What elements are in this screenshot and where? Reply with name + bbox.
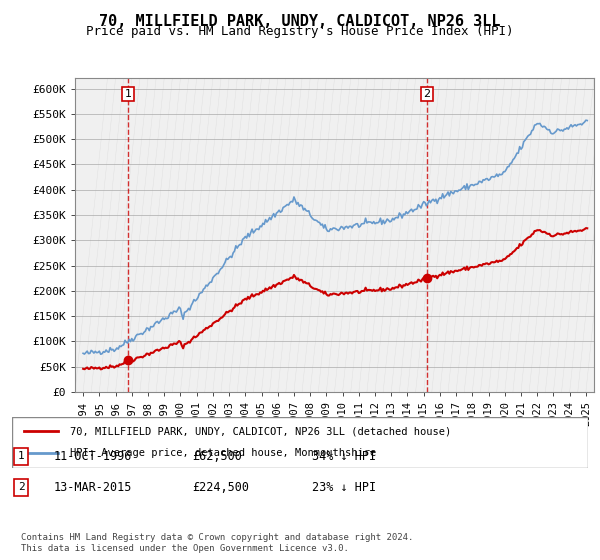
Text: 13-MAR-2015: 13-MAR-2015 [54, 480, 133, 494]
Text: 1: 1 [17, 451, 25, 461]
Text: 11-OCT-1996: 11-OCT-1996 [54, 450, 133, 463]
Text: 70, MILLFIELD PARK, UNDY, CALDICOT, NP26 3LL: 70, MILLFIELD PARK, UNDY, CALDICOT, NP26… [99, 14, 501, 29]
Text: £224,500: £224,500 [192, 480, 249, 494]
FancyBboxPatch shape [12, 417, 588, 468]
Text: 23% ↓ HPI: 23% ↓ HPI [312, 480, 376, 494]
Text: 2: 2 [17, 482, 25, 492]
Text: Contains HM Land Registry data © Crown copyright and database right 2024.
This d: Contains HM Land Registry data © Crown c… [21, 533, 413, 553]
Text: £62,500: £62,500 [192, 450, 242, 463]
Text: 2: 2 [423, 89, 430, 99]
Text: HPI: Average price, detached house, Monmouthshire: HPI: Average price, detached house, Monm… [70, 449, 376, 459]
Text: Price paid vs. HM Land Registry's House Price Index (HPI): Price paid vs. HM Land Registry's House … [86, 25, 514, 38]
Text: 70, MILLFIELD PARK, UNDY, CALDICOT, NP26 3LL (detached house): 70, MILLFIELD PARK, UNDY, CALDICOT, NP26… [70, 426, 451, 436]
Text: 1: 1 [125, 89, 131, 99]
Text: 34% ↓ HPI: 34% ↓ HPI [312, 450, 376, 463]
